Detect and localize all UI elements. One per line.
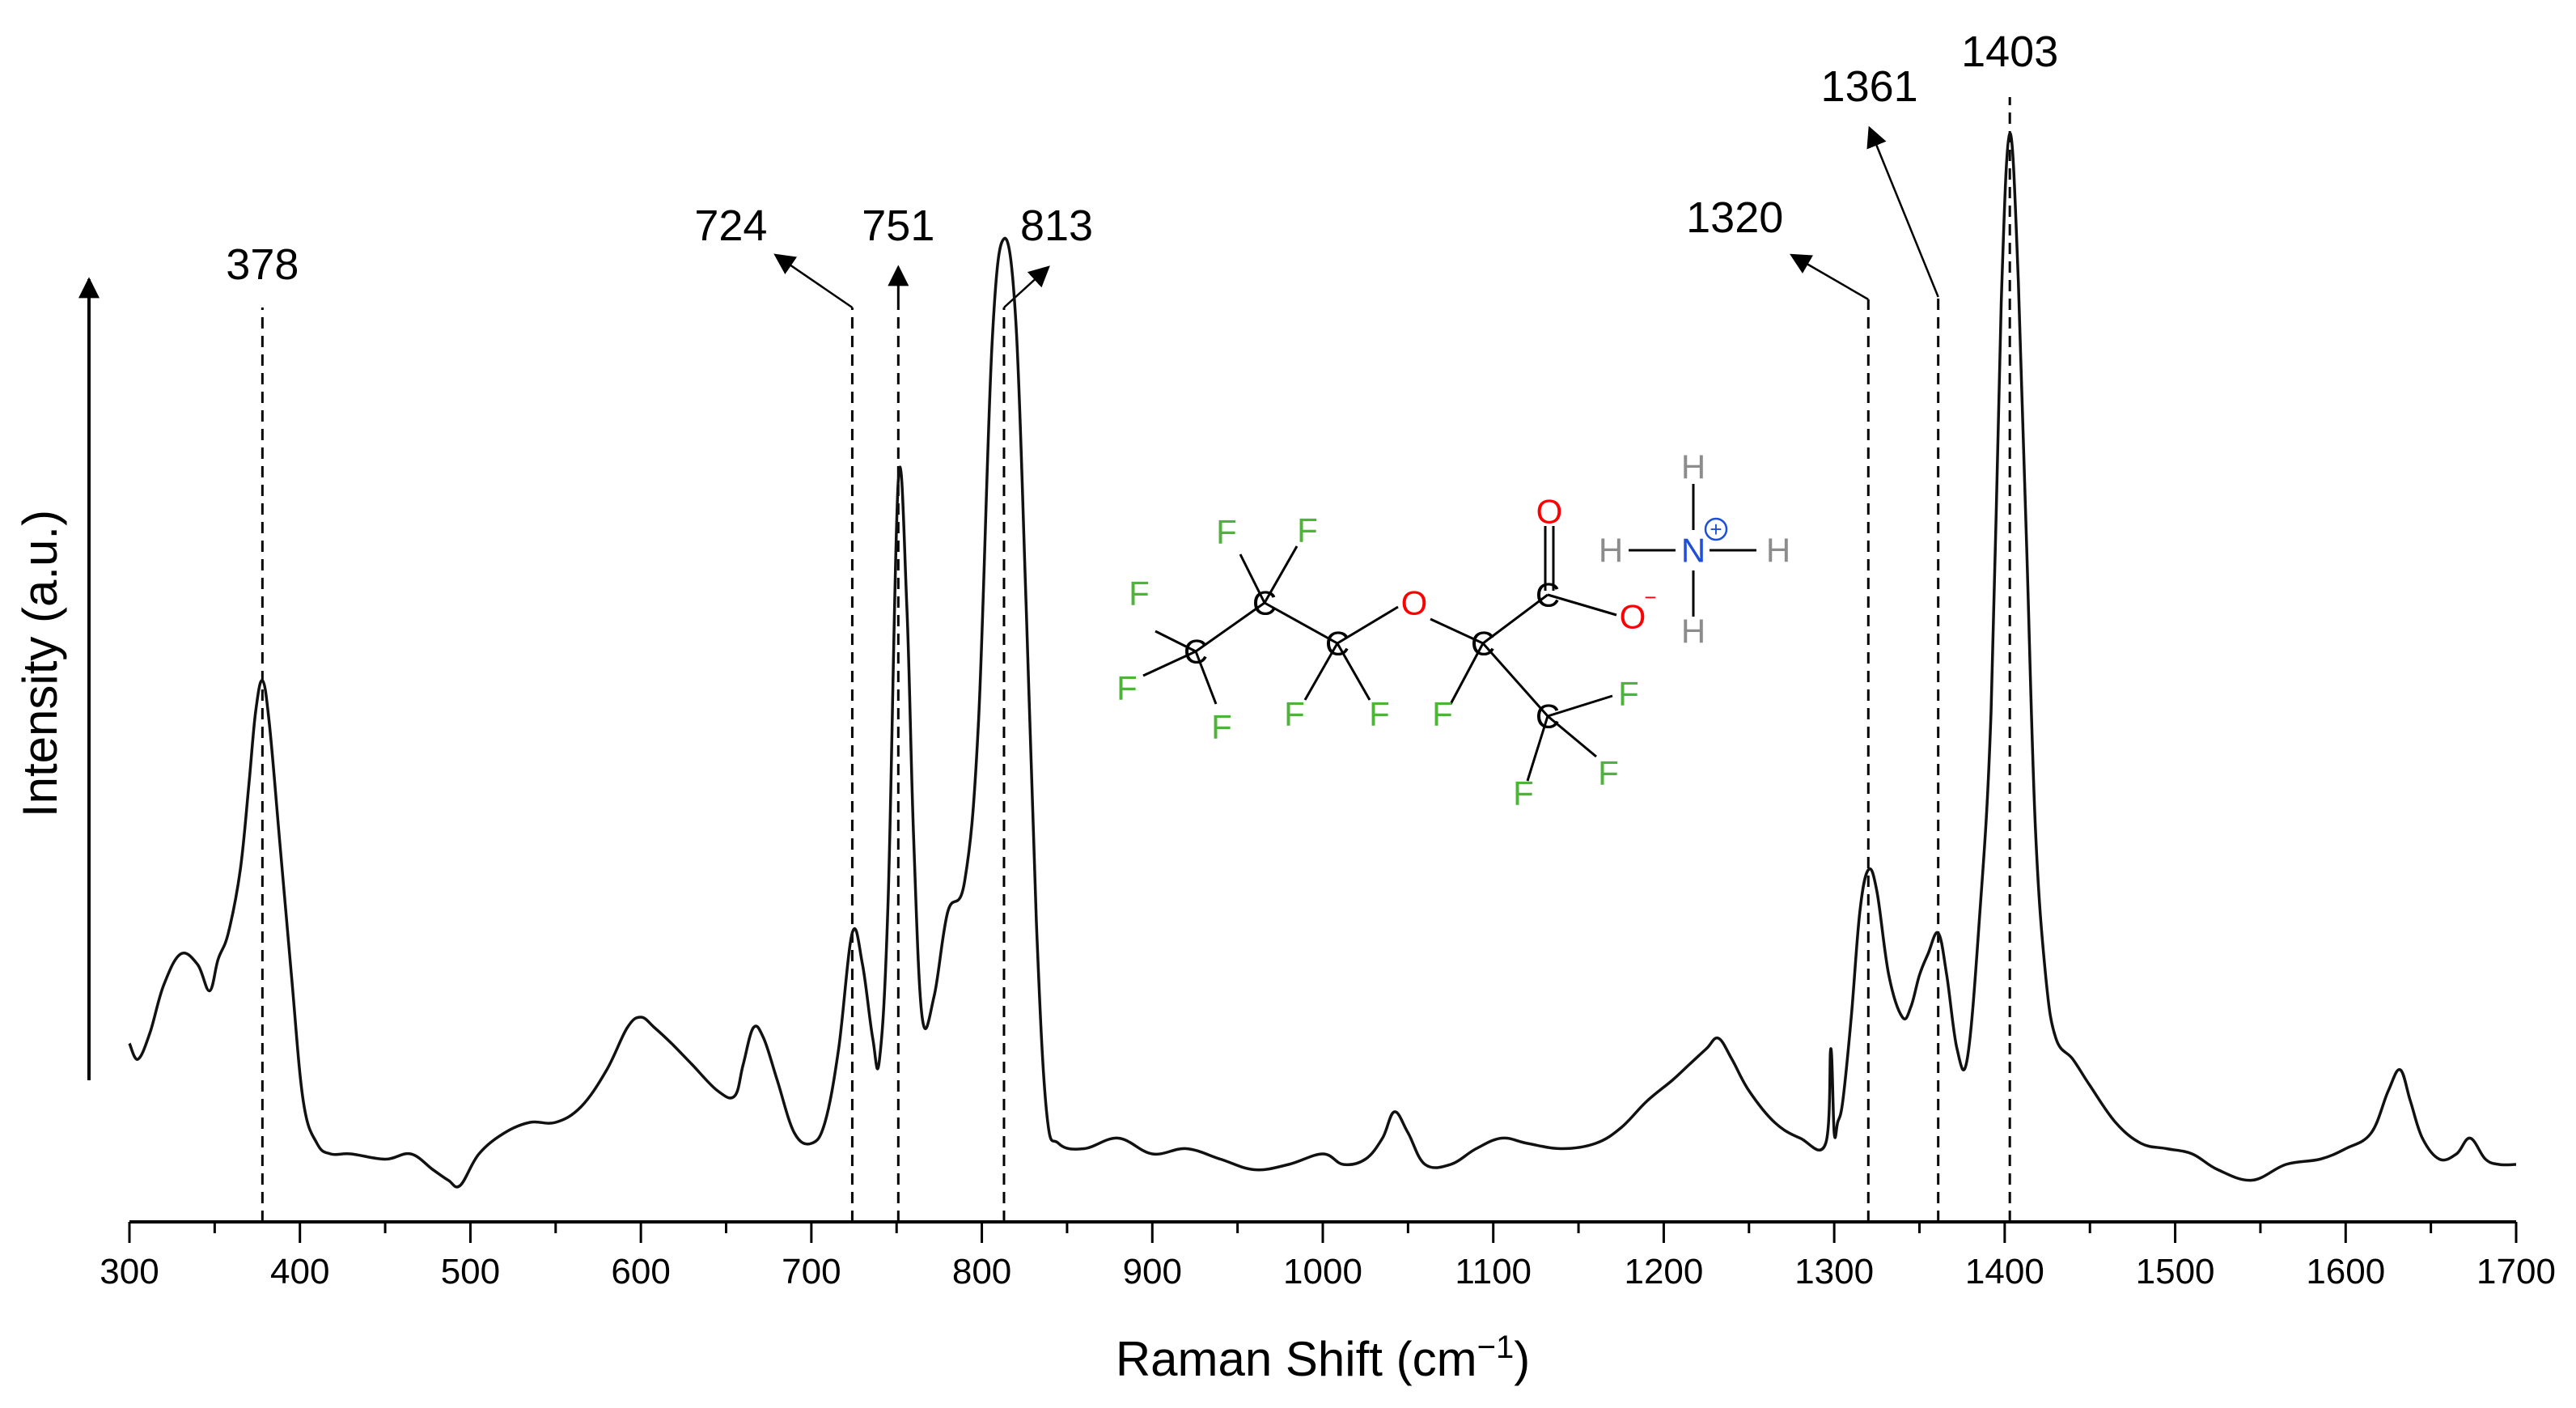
x-tick-label: 400 xyxy=(270,1252,329,1291)
peak-label: 1320 xyxy=(1686,193,1783,242)
hydrogen-atom: H xyxy=(1599,532,1623,570)
carbon-atom: C xyxy=(1471,625,1495,663)
hydrogen-atom: H xyxy=(1681,613,1705,651)
fluorine-atom: F xyxy=(1129,575,1150,613)
x-tick-label: 1500 xyxy=(2136,1252,2215,1291)
fluorine-atom: F xyxy=(1297,511,1318,549)
fluorine-atom: F xyxy=(1432,695,1453,733)
positive-charge: + xyxy=(1710,517,1722,541)
x-tick-label: 1700 xyxy=(2476,1252,2556,1291)
x-tick-label: 700 xyxy=(782,1252,841,1291)
fluorine-atom: F xyxy=(1513,774,1534,812)
peak-arrow xyxy=(773,253,854,309)
x-tick-label: 1200 xyxy=(1624,1252,1703,1291)
peak-arrow xyxy=(1003,265,1050,308)
anion-oxygen-atom: O xyxy=(1620,598,1646,636)
carbon-atom: C xyxy=(1252,584,1277,622)
x-tick-label: 1100 xyxy=(1455,1252,1532,1291)
carbon-atom: C xyxy=(1536,698,1560,736)
peak-label: 724 xyxy=(694,201,767,250)
fluorine-atom: F xyxy=(1598,754,1619,792)
peak-arrow xyxy=(1866,125,1939,298)
x-tick-label: 1600 xyxy=(2306,1252,2385,1291)
y-axis-title: Intensity (a.u.) xyxy=(13,510,67,817)
x-tick-label: 1300 xyxy=(1794,1252,1874,1291)
peak-label: 1361 xyxy=(1821,62,1918,111)
carbon-atom: C xyxy=(1184,633,1208,671)
fluorine-atom: F xyxy=(1116,669,1138,707)
fluorine-atom: F xyxy=(1369,695,1390,733)
x-axis-title: Raman Shift (cm−1) xyxy=(1116,1330,1530,1386)
carbon-atom: C xyxy=(1536,576,1560,614)
x-tick-label: 500 xyxy=(441,1252,500,1291)
ether-oxygen-atom: O xyxy=(1401,584,1428,622)
plot-area: 300 400 500 600 700 800 900 1000 1100 1200 1300 140… xyxy=(13,28,2556,1386)
peak-arrow xyxy=(1790,253,1869,301)
peak-label: 751 xyxy=(862,201,934,250)
negative-charge: − xyxy=(1644,585,1656,609)
peak-label: 1403 xyxy=(1961,28,2058,76)
x-tick-label: 300 xyxy=(100,1252,159,1291)
x-tick-label: 600 xyxy=(611,1252,670,1291)
x-tick-label: 1400 xyxy=(1965,1252,2044,1291)
nitrogen-atom: N xyxy=(1681,532,1705,570)
hydrogen-atom: H xyxy=(1766,532,1790,570)
fluorine-atom: F xyxy=(1211,708,1232,746)
positive-charge-icon xyxy=(1704,517,1728,541)
fluorine-atom: F xyxy=(1284,695,1305,733)
hydrogen-atom: H xyxy=(1681,448,1705,486)
fluorine-atom: F xyxy=(1618,675,1639,713)
molecule-structure: C C C C C C O O O − F F F F F F F F F F … xyxy=(1116,448,1790,812)
x-tick-label: 1000 xyxy=(1283,1252,1362,1291)
fluorine-atom: F xyxy=(1216,513,1237,551)
carbonyl-oxygen-atom: O xyxy=(1536,493,1563,531)
x-tick-label: 800 xyxy=(952,1252,1011,1291)
peak-label: 378 xyxy=(226,240,299,289)
spectrum-line xyxy=(128,132,2517,1189)
peak-label: 813 xyxy=(1020,201,1093,250)
x-tick-label: 900 xyxy=(1123,1252,1182,1291)
carbon-atom: C xyxy=(1325,625,1349,663)
